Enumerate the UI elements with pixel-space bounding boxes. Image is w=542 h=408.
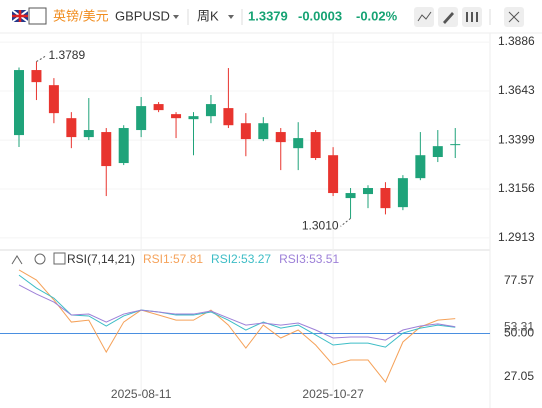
candle-body <box>275 132 286 143</box>
candle-body <box>66 118 77 138</box>
annotation-label: 1.3789 <box>48 48 85 62</box>
candle-body <box>345 193 356 199</box>
candle-body <box>188 116 199 120</box>
fullscreen-icon <box>508 11 520 23</box>
rsi-line <box>18 269 456 384</box>
rsi-line <box>18 274 456 348</box>
legend-label: RSI3:53.51 <box>279 252 339 266</box>
candle-body <box>415 155 426 179</box>
candle-body <box>310 132 321 159</box>
candle-body <box>223 108 234 126</box>
rsi-line <box>18 284 456 341</box>
annotation-leader <box>36 55 47 63</box>
rsi-title: RSI(7,14,21) <box>67 252 135 266</box>
candle-body <box>14 70 24 136</box>
y-tick-label: 50.00 <box>504 326 534 340</box>
y-tick-label: 1.3156 <box>498 181 535 195</box>
candle-body <box>48 85 59 114</box>
draw-icon <box>443 12 454 24</box>
candle-body <box>293 138 304 149</box>
x-tick-label: 2025-10-27 <box>302 387 364 401</box>
y-tick-label: 27.05 <box>504 369 534 383</box>
candle-body <box>450 144 461 146</box>
candle-body <box>380 188 391 209</box>
price: 1.3379 <box>248 8 288 23</box>
candle-body <box>83 130 94 138</box>
checkbox-icon[interactable] <box>53 252 66 265</box>
candle-body <box>118 128 129 164</box>
candle-body <box>205 104 216 117</box>
candle-body <box>171 114 182 119</box>
candle-body <box>397 178 408 208</box>
y-tick-label: 77.57 <box>504 273 534 287</box>
y-tick-label: 1.2913 <box>498 230 535 244</box>
candle-body <box>328 155 339 194</box>
candle-body <box>101 132 112 167</box>
flag-cross <box>12 10 28 22</box>
flag-icon <box>28 7 47 25</box>
toolbar <box>414 7 524 27</box>
change: -0.0003 <box>298 8 342 23</box>
x-tick-label: 2025-08-11 <box>111 387 172 401</box>
collapse-icon[interactable] <box>11 255 23 265</box>
candle-body <box>31 70 42 83</box>
candle-body <box>432 146 443 158</box>
candle-body <box>258 123 269 140</box>
dropdown-arrow[interactable] <box>228 15 234 19</box>
header: 英镑/美元 GBPUSD 周K 1.3379 -0.0003 -0.02% <box>0 7 542 34</box>
change-pct: -0.02% <box>356 8 398 23</box>
candle-body <box>153 104 164 111</box>
candle-body <box>136 106 147 131</box>
y-tick-label: 1.3643 <box>498 83 535 97</box>
last-value-label: 53.31 <box>504 319 534 333</box>
symbol[interactable]: GBPUSD <box>115 8 170 23</box>
settings-icon <box>466 12 478 22</box>
pair-name: 英镑/美元 <box>53 8 109 23</box>
dropdown-arrow[interactable] <box>173 15 179 19</box>
annotation-label: 1.3010 <box>302 219 339 233</box>
y-tick-label: 1.3399 <box>498 132 535 146</box>
indicator-icon <box>417 11 432 22</box>
y-tick-label: 1.3886 <box>498 34 535 48</box>
candle-body <box>240 123 251 140</box>
legend-label: RSI1:57.81 <box>143 252 203 266</box>
candle-body <box>363 188 373 195</box>
period[interactable]: 周K <box>197 8 219 23</box>
legend-label: RSI2:53.27 <box>211 252 271 266</box>
settings-icon[interactable] <box>34 253 46 265</box>
